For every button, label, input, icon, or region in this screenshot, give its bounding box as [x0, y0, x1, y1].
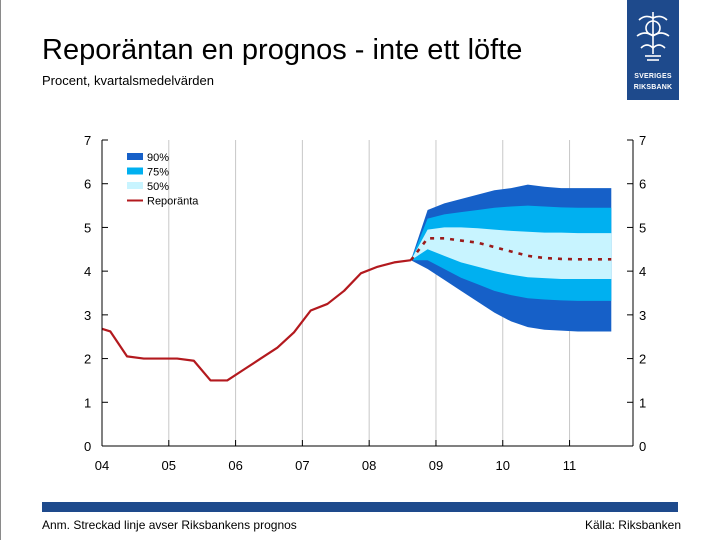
y-tick-label-right: 1: [639, 395, 646, 410]
legend-swatch-90: [127, 153, 143, 160]
y-tick-label-right: 0: [639, 439, 646, 454]
y-tick-label-right: 2: [639, 352, 646, 367]
source-label: Källa: Riksbanken: [584, 518, 681, 532]
page-subtitle: Procent, kvartalsmedelvärden: [42, 73, 214, 88]
y-tick-label-right: 3: [639, 308, 646, 323]
chart-lines: [101, 237, 612, 382]
footer-bar: [42, 502, 678, 512]
slide-border: [0, 0, 1, 540]
y-tick-label-left: 3: [84, 308, 91, 323]
y-tick-label-left: 4: [84, 264, 91, 279]
x-tick-label: 10: [496, 458, 510, 473]
forecast-line: [409, 237, 612, 262]
legend-swatch-50: [127, 182, 143, 189]
y-tick-label-left: 2: [84, 352, 91, 367]
x-tick-label: 05: [162, 458, 176, 473]
y-tick-label-left: 0: [84, 439, 91, 454]
legend-swatch-75: [127, 167, 143, 175]
repo-rate-line: [101, 259, 412, 382]
y-tick-label-right: 4: [639, 264, 646, 279]
fan-chart: 0 01 12 23 34 45 56 67 704 05 06 07 08 09 10 11 90%75%5…: [84, 133, 646, 473]
legend-label: 75%: [147, 167, 169, 179]
x-tick-label: 11: [563, 458, 577, 473]
footnote: Anm. Streckad linje avser Riksbankens pr…: [42, 518, 297, 532]
y-tick-label-right: 6: [639, 177, 646, 192]
legend-label: 90%: [147, 152, 169, 164]
x-tick-label: 09: [429, 458, 443, 473]
legend-label: 50%: [147, 181, 169, 193]
y-tick-label-left: 5: [84, 220, 91, 235]
y-tick-label-right: 7: [639, 133, 646, 148]
crown-emblem-icon: [636, 12, 670, 61]
logo-text-line1: SVERIGES: [634, 73, 672, 80]
riksbank-logo: SVERIGES RIKSBANK: [627, 0, 679, 100]
x-tick-label: 04: [95, 458, 109, 473]
logo-text-line2: RIKSBANK: [633, 84, 673, 91]
page-title: Reporäntan en prognos - inte ett löfte: [42, 34, 523, 66]
x-tick-label: 06: [228, 458, 242, 473]
legend-label: Reporänta: [147, 196, 199, 208]
y-tick-label-left: 7: [84, 133, 91, 148]
chart-legend: 90% 75% 50% Reporänta: [127, 152, 199, 208]
y-tick-label-left: 6: [84, 177, 91, 192]
x-tick-label: 07: [295, 458, 309, 473]
chart-bands: [410, 184, 612, 332]
y-tick-label-right: 5: [639, 220, 646, 235]
y-tick-label-left: 1: [84, 395, 91, 410]
chart-axes: 0 01 12 23 34 45 56 67 704 05 06 07 08 09 10 11: [84, 133, 646, 473]
x-tick-label: 08: [362, 458, 376, 473]
